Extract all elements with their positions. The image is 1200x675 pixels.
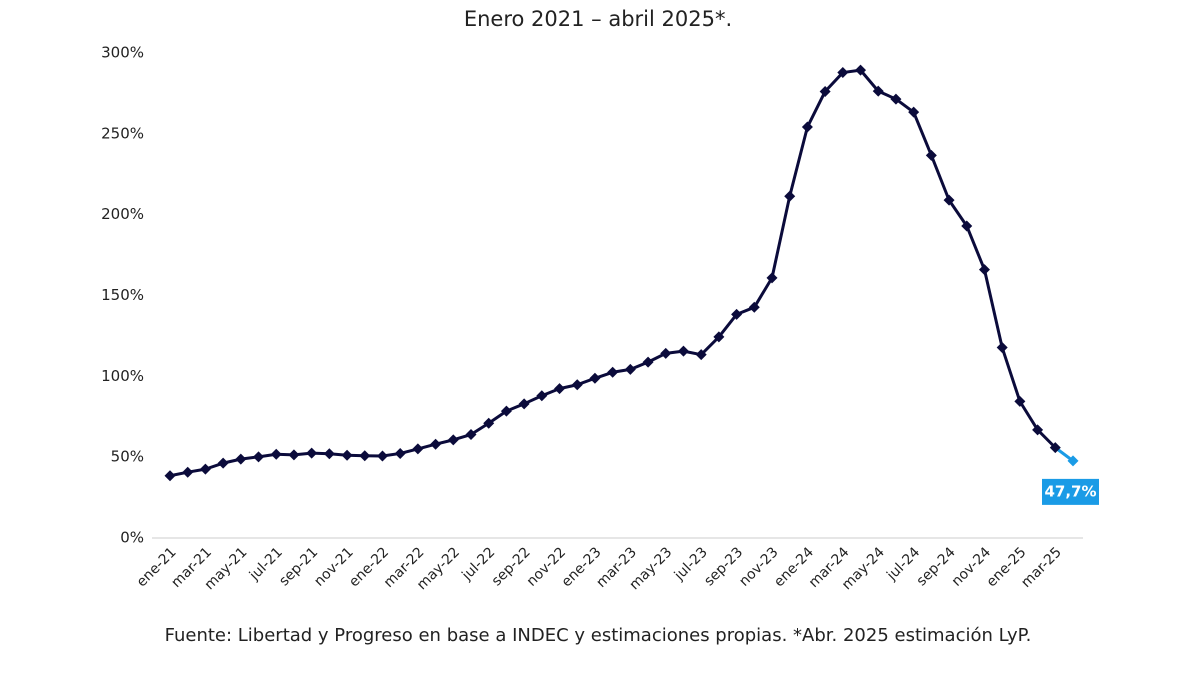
point [164,470,176,482]
point [837,67,849,79]
point [376,450,388,462]
x-tick-label: mar-25 [1018,544,1065,591]
point [1032,424,1044,436]
source-note: Fuente: Libertad y Progreso en base a IN… [165,625,1032,646]
y-tick-label: 150% [101,286,144,304]
point [1067,455,1079,467]
point [1014,395,1026,407]
y-tick-label: 300% [101,44,144,62]
point [500,405,512,417]
y-tick-label: 250% [101,124,144,142]
point [571,379,583,391]
point [394,447,406,459]
point [819,85,831,97]
y-tick-label: 100% [101,367,144,385]
point [731,308,743,320]
y-tick-label: 200% [101,205,144,223]
point [447,434,459,446]
point [518,398,530,410]
y-tick-label: 50% [111,448,144,466]
value-label-box [1042,478,1099,505]
point [695,349,707,361]
point [943,194,955,206]
point [996,342,1008,354]
point [288,449,300,461]
point [235,453,247,465]
point [554,383,566,395]
point [359,450,371,462]
point [465,429,477,441]
point [412,443,424,455]
point [589,372,601,384]
point [908,106,920,118]
point [607,366,619,378]
point [1049,442,1061,454]
point [217,457,229,469]
point [341,449,353,461]
point [253,451,265,463]
point [270,448,282,460]
point [182,466,194,478]
y-tick-label: 0% [120,529,144,547]
point [784,190,796,202]
point [306,447,318,459]
point [642,356,654,368]
chart-title: Enero 2021 – abril 2025*. [464,7,732,31]
point [748,301,760,313]
point [961,220,973,232]
point [430,438,442,450]
point [766,272,778,284]
point [536,390,548,402]
point [872,85,884,97]
point [978,264,990,276]
series-line [169,68,1057,478]
point [925,149,937,161]
point [855,64,867,76]
point [801,121,813,133]
point [713,331,725,343]
point [660,347,672,359]
point [483,417,495,429]
point [890,93,902,105]
point [323,448,335,460]
point [199,463,211,475]
point [624,363,636,375]
point [677,345,689,357]
value-label: 47,7% [1044,482,1096,500]
